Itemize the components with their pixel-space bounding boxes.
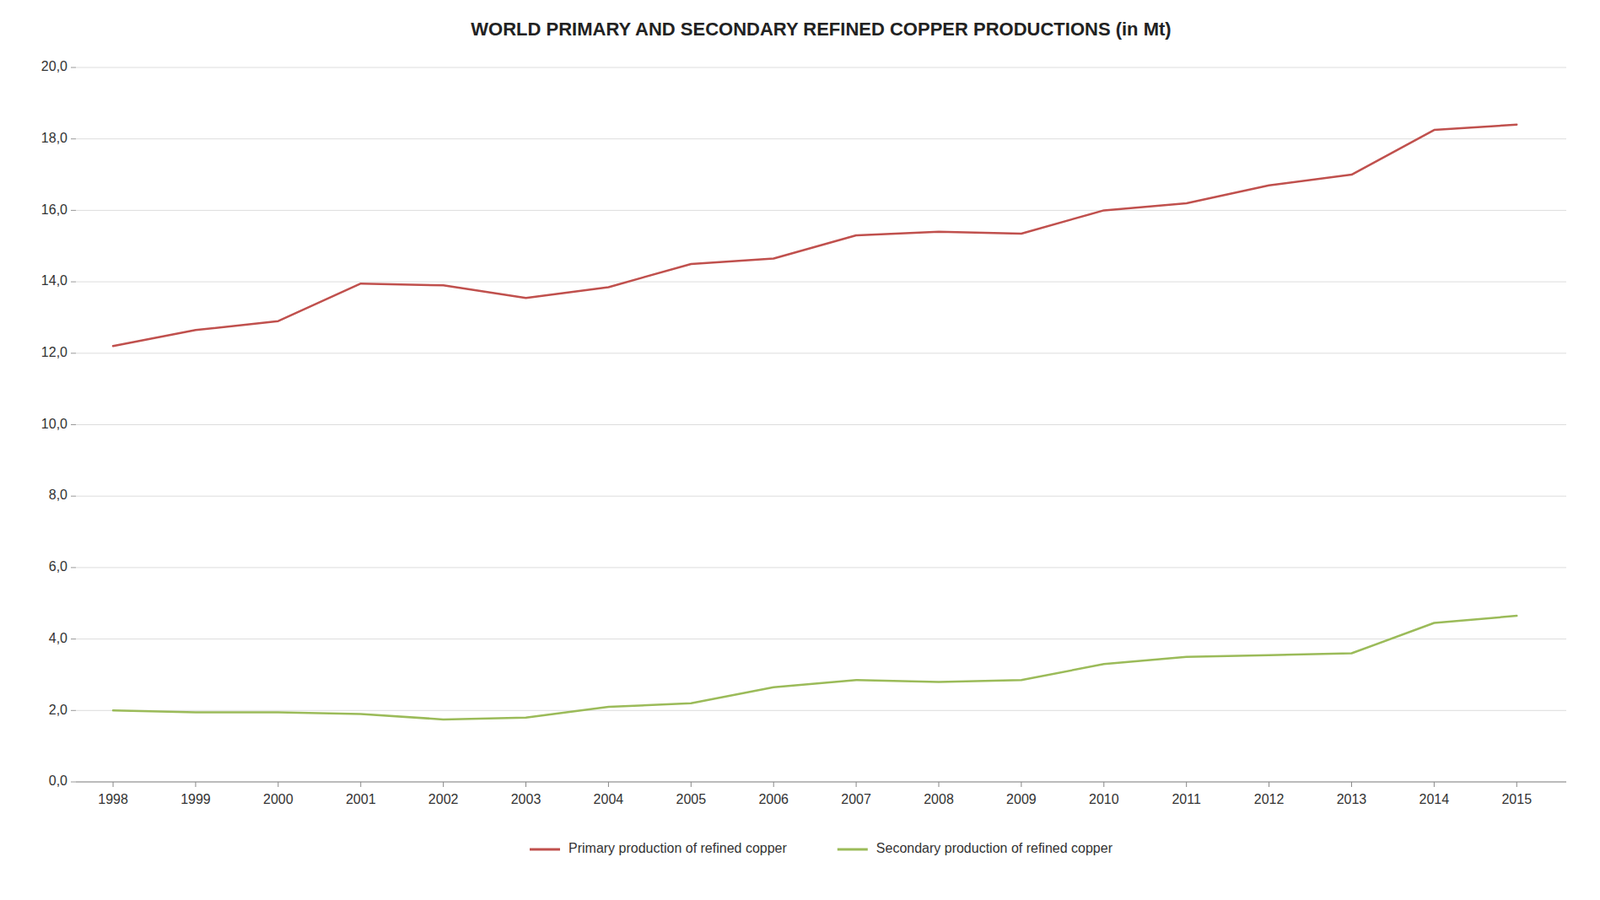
x-tick-label: 2003 xyxy=(511,791,542,807)
y-tick-label: 4,0 xyxy=(48,630,68,646)
grid-line xyxy=(75,138,1567,140)
y-tick xyxy=(70,638,76,640)
x-tick xyxy=(113,781,114,787)
x-tick-label: 2002 xyxy=(428,791,459,807)
x-tick-label: 2004 xyxy=(593,791,625,807)
x-tick xyxy=(1351,781,1353,787)
grid-line xyxy=(75,210,1567,211)
x-tick-label: 2005 xyxy=(676,791,707,807)
x-tick-label: 1998 xyxy=(97,791,129,807)
x-tick xyxy=(525,781,527,787)
y-tick-label: 10,0 xyxy=(41,416,68,431)
x-axis: 1998 1999 2000 2001 2002 2003 2004 2005 2006 2007… xyxy=(75,781,1567,807)
x-tick-label: 2008 xyxy=(923,791,954,807)
grid-line xyxy=(75,352,1567,354)
y-tick xyxy=(70,281,76,283)
y-tick xyxy=(70,424,76,426)
x-tick xyxy=(1103,781,1105,787)
y-tick xyxy=(70,566,76,568)
x-tick xyxy=(856,781,857,787)
grid-line xyxy=(75,67,1567,69)
y-tick-label: 18,0 xyxy=(41,130,68,146)
x-axis-line xyxy=(75,781,1567,783)
legend-item: Secondary production of refined copper xyxy=(837,840,1114,856)
legend-label: Secondary production of refined copper xyxy=(876,840,1114,856)
x-tick xyxy=(608,781,609,787)
x-tick-label: 2006 xyxy=(758,791,789,807)
y-tick xyxy=(70,495,76,497)
y-tick-label: 6,0 xyxy=(48,559,68,574)
x-tick xyxy=(194,781,196,787)
legend-item: Primary production of refined copper xyxy=(529,840,787,856)
x-tick-label: 2013 xyxy=(1336,791,1368,807)
x-tick-label: 2010 xyxy=(1088,791,1120,807)
x-tick xyxy=(773,781,775,787)
x-tick-label: 1999 xyxy=(180,791,211,807)
y-tick xyxy=(70,710,76,712)
x-tick xyxy=(1268,781,1270,787)
x-tick xyxy=(1185,781,1187,787)
x-tick xyxy=(938,781,940,787)
grid-line xyxy=(75,424,1567,426)
title: WORLD PRIMARY AND SECONDARY REFINED COPP… xyxy=(470,18,1171,40)
series-line xyxy=(113,615,1517,720)
y-axis: 0,0 2,0 4,0 6,0 8,0 10,0 12,0 14,0 16,0 18,0 20,0 xyxy=(41,59,76,788)
grid-line xyxy=(75,495,1567,497)
y-tick-label: 16,0 xyxy=(41,202,68,217)
x-tick xyxy=(1433,781,1435,787)
x-tick-label: 2001 xyxy=(345,791,377,807)
y-tick-label: 20,0 xyxy=(41,59,68,74)
grid-line xyxy=(75,281,1567,283)
grid xyxy=(75,67,1567,782)
chart: WORLD PRIMARY AND SECONDARY REFINED COPP… xyxy=(0,0,1600,900)
x-tick-label: 2015 xyxy=(1501,791,1532,807)
y-tick xyxy=(70,352,76,354)
x-tick xyxy=(360,781,361,787)
x-tick xyxy=(690,781,692,787)
x-tick xyxy=(442,781,444,787)
x-tick-label: 2012 xyxy=(1254,791,1285,807)
legend-handle xyxy=(529,848,561,852)
legend-label: Primary production of refined copper xyxy=(568,840,787,856)
x-tick xyxy=(1020,781,1022,787)
legend: Primary production of refined copper Seco… xyxy=(529,840,1114,856)
grid-line xyxy=(75,710,1567,712)
x-tick-label: 2000 xyxy=(263,791,294,807)
y-tick xyxy=(70,67,76,69)
y-tick-label: 12,0 xyxy=(41,344,68,360)
y-tick xyxy=(70,781,76,783)
y-tick xyxy=(70,210,76,211)
grid-line xyxy=(75,781,1567,783)
x-tick xyxy=(1516,781,1518,787)
series-line xyxy=(113,124,1517,347)
x-tick-label: 2009 xyxy=(1006,791,1037,807)
x-tick-label: 2011 xyxy=(1171,791,1202,807)
background xyxy=(0,0,1600,900)
y-tick-label: 2,0 xyxy=(48,702,68,717)
y-tick-label: 0,0 xyxy=(48,773,68,788)
y-tick-label: 14,0 xyxy=(41,273,68,288)
series-group xyxy=(113,124,1517,720)
x-tick-label: 2014 xyxy=(1419,791,1450,807)
x-tick-label: 2007 xyxy=(840,791,872,807)
grid-line xyxy=(75,638,1567,640)
y-tick-label: 8,0 xyxy=(48,487,68,502)
legend-handle xyxy=(837,848,868,852)
y-tick xyxy=(70,138,76,140)
x-tick xyxy=(277,781,279,787)
grid-line xyxy=(75,566,1567,568)
